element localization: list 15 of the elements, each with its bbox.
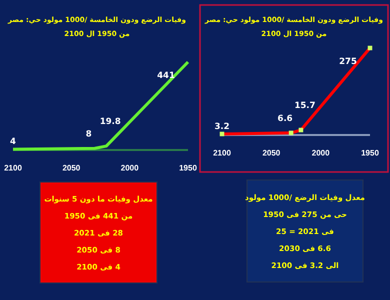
x-tick-label: 2050 [62, 164, 81, 173]
data-label: 19.8 [100, 117, 121, 128]
x-tick-label: 2050 [262, 148, 281, 158]
data-label: 8 [86, 129, 92, 140]
data-label: 275 [339, 57, 357, 67]
x-tick-label: 1950 [361, 148, 380, 158]
x-tick-label: 2000 [120, 164, 140, 173]
x-tick-label: 2100 [4, 164, 22, 173]
data-label: 15.7 [294, 101, 316, 112]
data-label: 4 [10, 137, 16, 148]
x-tick-label: 1950 [179, 164, 198, 173]
x-tick-label: 2000 [312, 148, 330, 158]
data-label: 3.2 [214, 122, 230, 132]
x-tick-label: 2100 [213, 148, 232, 158]
data-label: 6.6 [278, 114, 293, 124]
